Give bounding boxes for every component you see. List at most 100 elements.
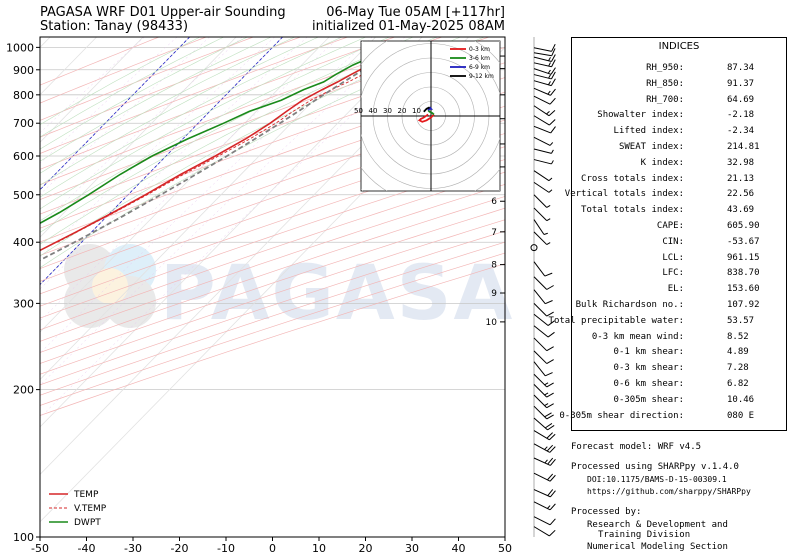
moist-adiabat [40, 37, 319, 186]
index-row: 0-6 km shear: 6.82 [572, 379, 788, 393]
index-value: -53.67 [727, 236, 760, 247]
index-value: 22.56 [727, 189, 755, 200]
moist-adiabat [40, 37, 224, 138]
hodograph-legend-label: 3-6 km [469, 55, 490, 62]
isotherm [0, 37, 4, 537]
wind-barb [533, 384, 554, 398]
dry-adiabat [40, 37, 207, 104]
index-label: K index: [640, 157, 684, 168]
forecast-model-label: Forecast model: WRF v4.5 [571, 442, 702, 452]
series-temp-line [40, 54, 389, 252]
index-value: 961.15 [727, 252, 760, 263]
wind-barb [533, 457, 556, 466]
index-row: CAPE: 605.90 [572, 221, 788, 235]
dry-adiabat [40, 105, 505, 269]
org-line-2: Training Division [598, 530, 691, 540]
wind-barb [533, 115, 556, 126]
y-tick-label: 700 [13, 117, 34, 130]
indices-panel: INDICES RH_950: 87.34 RH_850: 91.37 RH_700: 6… [549, 37, 788, 431]
wind-barb [533, 48, 556, 57]
mixing-ratio-line [40, 37, 145, 134]
wind-barb [533, 337, 554, 352]
legend-label: DWPT [74, 518, 101, 528]
pagasa-logo-watermark [64, 244, 156, 328]
index-label: LFC: [662, 268, 684, 279]
index-value: 080 E [727, 410, 755, 421]
dry-adiabat [40, 252, 505, 406]
km-tick-label: 8 [491, 261, 497, 271]
index-row: LFC: 838.70 [572, 268, 788, 282]
index-label: 0-305m shear direction: [559, 410, 684, 421]
index-value: 91.37 [727, 78, 755, 89]
wind-barb [533, 472, 556, 482]
index-label: RH_700: [646, 94, 684, 105]
org-line-1: Research & Development and [587, 520, 728, 530]
wind-barb [533, 67, 556, 75]
x-tick-label: -40 [78, 542, 96, 555]
dry-adiabat [40, 91, 505, 256]
wind-barb [533, 78, 556, 87]
index-label: 0-305m shear: [613, 394, 684, 405]
isotherm [40, 37, 423, 428]
index-row: EL: 153.60 [572, 284, 788, 298]
y-tick-label: 600 [13, 150, 34, 163]
station-label: Station: Tanay (98433) [40, 19, 189, 34]
index-row: 0-3 km shear: 7.28 [572, 363, 788, 377]
processed-with-label: Processed using SHARPpy v.1.4.0 [571, 462, 739, 472]
index-label: 0-3 km mean wind: [591, 331, 684, 342]
index-label: LCL: [662, 252, 684, 263]
index-value: 32.98 [727, 157, 755, 168]
index-label: Bulk Richardson no.: [575, 300, 684, 310]
index-row: Bulk Richardson no.: 107.92 [572, 300, 788, 314]
series-vtemp-line [57, 54, 403, 243]
index-value: 64.69 [727, 94, 755, 105]
index-value: -2.34 [727, 126, 755, 137]
index-label: SWEAT index: [618, 142, 684, 152]
index-value: 53.57 [727, 315, 755, 326]
mixing-ratio-line [40, 37, 178, 164]
dry-adiabat [40, 263, 505, 416]
index-label: 0-6 km shear: [613, 379, 684, 389]
index-row: 0-1 km shear: 4.89 [572, 347, 788, 361]
index-value: 21.13 [727, 173, 755, 184]
index-label: Vertical totals index: [564, 189, 684, 200]
index-row: K index: 32.98 [572, 158, 788, 172]
hodograph: 50 40 30 20 10 0-3 km 3-6 km 6-9 km 9-12 km [354, 40, 501, 192]
moist-adiabat [40, 37, 201, 126]
wind-barb [533, 148, 554, 154]
hodograph-ring-label: 10 [412, 107, 421, 115]
processed-by-label: Processed by: [571, 507, 642, 517]
wind-barb [533, 170, 553, 182]
legend-label: TEMP [73, 490, 99, 500]
index-label: 0-3 km shear: [613, 363, 684, 374]
index-row: RH_850: 91.37 [572, 79, 788, 93]
index-value: 107.92 [727, 300, 760, 310]
x-tick-label: 30 [405, 542, 419, 555]
wind-barb [533, 54, 556, 63]
dry-adiabat [40, 37, 348, 154]
index-label: RH_850: [646, 78, 684, 89]
index-value: 8.52 [727, 331, 749, 342]
wind-barb [533, 405, 554, 420]
index-value: 43.69 [727, 205, 755, 216]
km-tick-label: 7 [491, 228, 497, 238]
moist-adiabat [40, 37, 414, 233]
mixing-ratio-line [40, 37, 210, 195]
wind-barb [533, 181, 553, 193]
init-time-label: initialized 01-May-2025 08AM [311, 19, 505, 34]
indices-title: INDICES [658, 41, 700, 52]
x-tick-label: 40 [452, 542, 466, 555]
index-label: Total precipitable water: [548, 315, 684, 326]
index-value: -2.18 [727, 110, 755, 121]
y-tick-label: 1000 [6, 41, 34, 54]
index-value: 4.89 [727, 347, 749, 358]
x-tick-label: -50 [31, 542, 49, 555]
index-label: EL: [667, 284, 684, 295]
y-tick-label: 400 [13, 236, 34, 249]
dry-adiabat [40, 37, 301, 138]
index-value: 87.34 [727, 63, 755, 73]
hodograph-ring-label: 40 [369, 107, 378, 115]
moist-adiabat [40, 37, 296, 174]
wind-barb [533, 373, 554, 388]
index-value: 605.90 [727, 221, 760, 231]
